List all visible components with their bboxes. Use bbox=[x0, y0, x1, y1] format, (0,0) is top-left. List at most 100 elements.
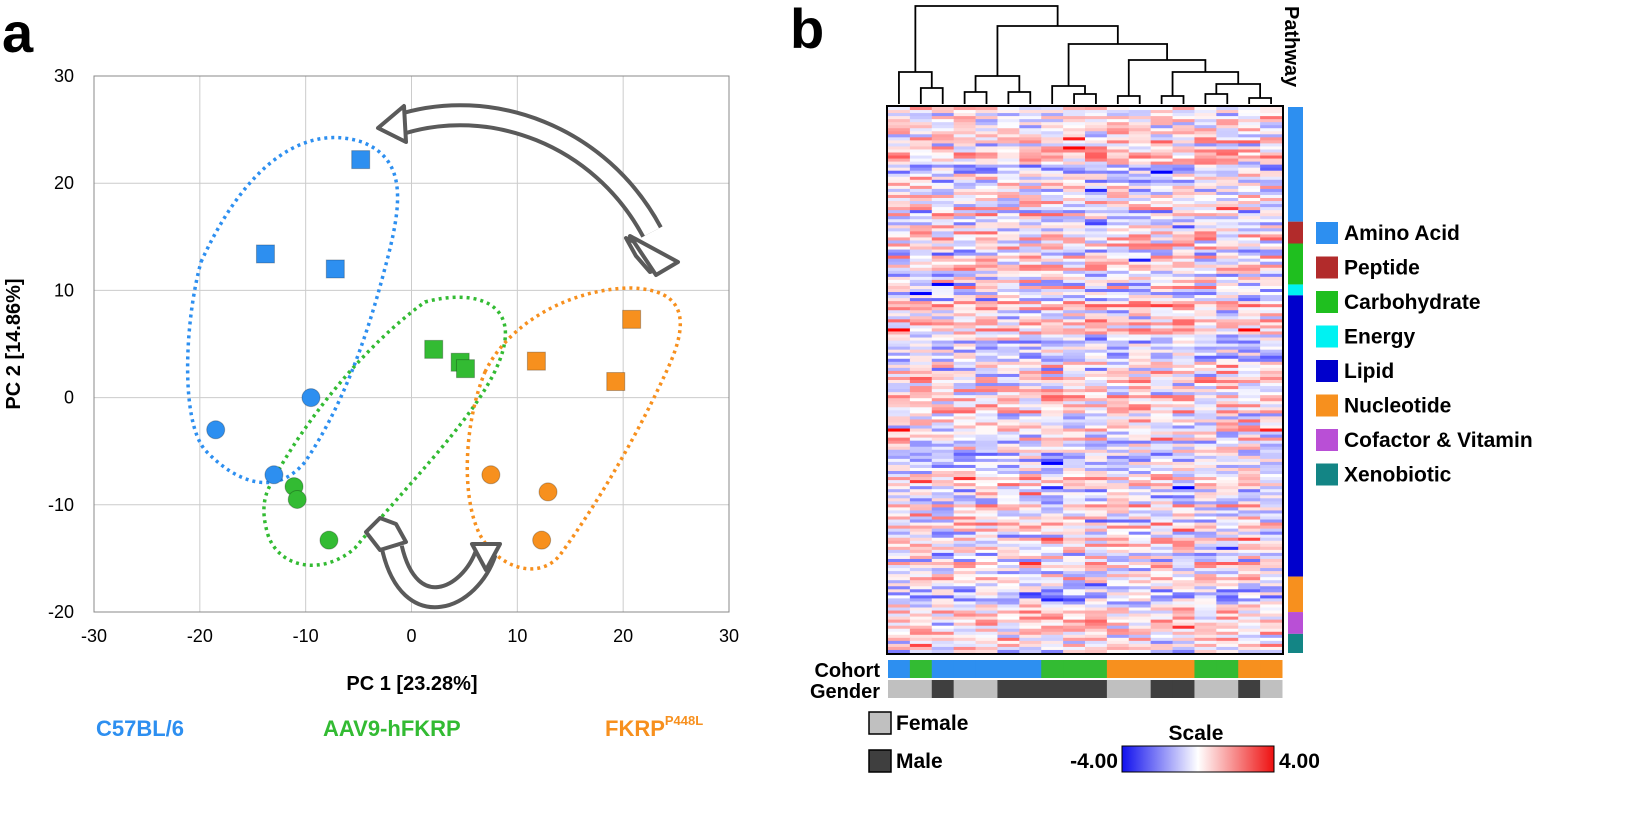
heatmap-cell bbox=[953, 416, 977, 421]
heatmap-cell bbox=[1260, 337, 1283, 342]
heatmap-cell bbox=[1106, 628, 1130, 633]
heatmap-cell bbox=[1216, 407, 1239, 411]
heatmap-cell bbox=[888, 458, 911, 463]
heatmap-cell bbox=[1238, 325, 1261, 330]
heatmap-cell bbox=[1150, 322, 1174, 326]
x-tick-labels: -30 -20 -10 0 10 20 30 bbox=[81, 626, 739, 646]
heatmap-cell bbox=[1172, 373, 1196, 378]
heatmap-cell bbox=[909, 231, 933, 235]
heatmap-cell bbox=[1172, 134, 1196, 138]
heatmap-cell bbox=[1041, 170, 1064, 175]
heatmap-cell bbox=[1194, 474, 1217, 478]
heatmap-cell bbox=[953, 119, 977, 123]
heatmap-cell bbox=[1106, 622, 1130, 627]
heatmap-cell bbox=[1172, 525, 1196, 530]
heatmap-cell bbox=[1128, 207, 1152, 211]
heatmap-cell bbox=[997, 210, 1020, 214]
heatmap-cell bbox=[888, 201, 911, 205]
heatmap-cell bbox=[1194, 477, 1217, 481]
heatmap-cell bbox=[1019, 337, 1042, 342]
y-axis-label: PC 2 [14.86%] bbox=[3, 278, 25, 409]
heatmap-cell bbox=[1019, 464, 1042, 469]
heatmap-cell bbox=[1238, 370, 1261, 375]
heatmap-cell bbox=[1194, 125, 1217, 129]
heatmap-cell bbox=[1085, 137, 1108, 141]
heatmap-cell bbox=[931, 331, 955, 336]
heatmap-cell bbox=[1194, 380, 1217, 384]
heatmap-cell bbox=[1216, 543, 1239, 548]
heatmap-cell bbox=[1019, 510, 1042, 515]
heatmap-cell bbox=[1172, 646, 1196, 651]
heatmap-cell bbox=[1106, 425, 1130, 430]
heatmap-cell bbox=[1238, 328, 1261, 333]
heatmap-cell bbox=[1238, 170, 1261, 175]
heatmap-cell bbox=[1128, 407, 1152, 411]
heatmap-cell bbox=[1106, 467, 1130, 472]
heatmap-cell bbox=[1216, 240, 1239, 245]
heatmap-cell bbox=[975, 471, 999, 475]
heatmap-cell bbox=[1106, 328, 1130, 333]
heatmap-cell bbox=[931, 304, 955, 308]
heatmap-cell bbox=[975, 425, 999, 430]
heatmap-cell bbox=[1216, 361, 1239, 366]
heatmap-cell bbox=[1063, 340, 1086, 345]
heatmap-cell bbox=[1063, 568, 1086, 572]
heatmap-cell bbox=[1128, 640, 1152, 645]
heatmap-cell bbox=[1172, 495, 1196, 499]
heatmap-cell bbox=[931, 164, 955, 169]
heatmap-cell bbox=[1019, 480, 1042, 484]
heatmap-cell bbox=[1216, 510, 1239, 515]
heatmap-cell bbox=[997, 201, 1020, 205]
heatmap-cell bbox=[1194, 216, 1217, 220]
heatmap-cell bbox=[1194, 452, 1217, 457]
circle-point bbox=[287, 489, 307, 509]
heatmap-cell bbox=[953, 607, 977, 612]
heatmap-cell bbox=[1216, 276, 1239, 281]
heatmap-cell bbox=[1260, 410, 1283, 414]
heatmap-cell bbox=[1150, 237, 1174, 242]
heatmap-cell bbox=[1260, 562, 1283, 566]
heatmap-cell bbox=[1194, 198, 1217, 202]
heatmap-cell bbox=[975, 373, 999, 378]
heatmap-cell bbox=[1172, 201, 1196, 205]
heatmap-cell bbox=[1085, 110, 1108, 114]
heatmap-cell bbox=[1260, 401, 1283, 405]
heatmap-cell bbox=[1216, 474, 1239, 478]
heatmap-cell bbox=[1106, 146, 1130, 151]
heatmap-cell bbox=[1150, 267, 1174, 272]
heatmap-cell bbox=[1063, 185, 1086, 190]
heatmap-cell bbox=[1085, 434, 1108, 439]
heatmap-cell bbox=[909, 389, 933, 393]
heatmap-cell bbox=[953, 276, 977, 281]
heatmap-cell bbox=[975, 537, 999, 542]
heatmap-cell bbox=[1238, 625, 1261, 630]
heatmap-cell bbox=[909, 325, 933, 330]
heatmap-cell bbox=[888, 331, 911, 336]
heatmap-cell bbox=[997, 640, 1020, 645]
heatmap-cell bbox=[1150, 474, 1174, 478]
heatmap-cell bbox=[1194, 583, 1217, 587]
heatmap-cell bbox=[1260, 637, 1283, 642]
heatmap-cell bbox=[1106, 219, 1130, 223]
heatmap-cell bbox=[1085, 149, 1108, 154]
heatmap-cell bbox=[888, 489, 911, 493]
heatmap-cell bbox=[953, 116, 977, 120]
heatmap-cell bbox=[888, 586, 911, 590]
heatmap-cell bbox=[909, 185, 933, 190]
heatmap-cell bbox=[1085, 198, 1108, 202]
heatmap-cell bbox=[1041, 592, 1064, 596]
heatmap-cell bbox=[1172, 113, 1196, 117]
heatmap-cell bbox=[1041, 471, 1064, 475]
heatmap-cell bbox=[1106, 161, 1130, 166]
heatmap-cell bbox=[1194, 346, 1217, 351]
heatmap-cell bbox=[1216, 389, 1239, 393]
heatmap-cell bbox=[1128, 264, 1152, 269]
heatmap-cell bbox=[1216, 422, 1239, 427]
heatmap-cell bbox=[1063, 422, 1086, 427]
heatmap-cell bbox=[1019, 301, 1042, 305]
heatmap-cell bbox=[1216, 643, 1239, 648]
heatmap-cell bbox=[1041, 295, 1064, 299]
heatmap-cell bbox=[1150, 577, 1174, 581]
heatmap-cell bbox=[1260, 161, 1283, 166]
heatmap-cell bbox=[1128, 304, 1152, 308]
